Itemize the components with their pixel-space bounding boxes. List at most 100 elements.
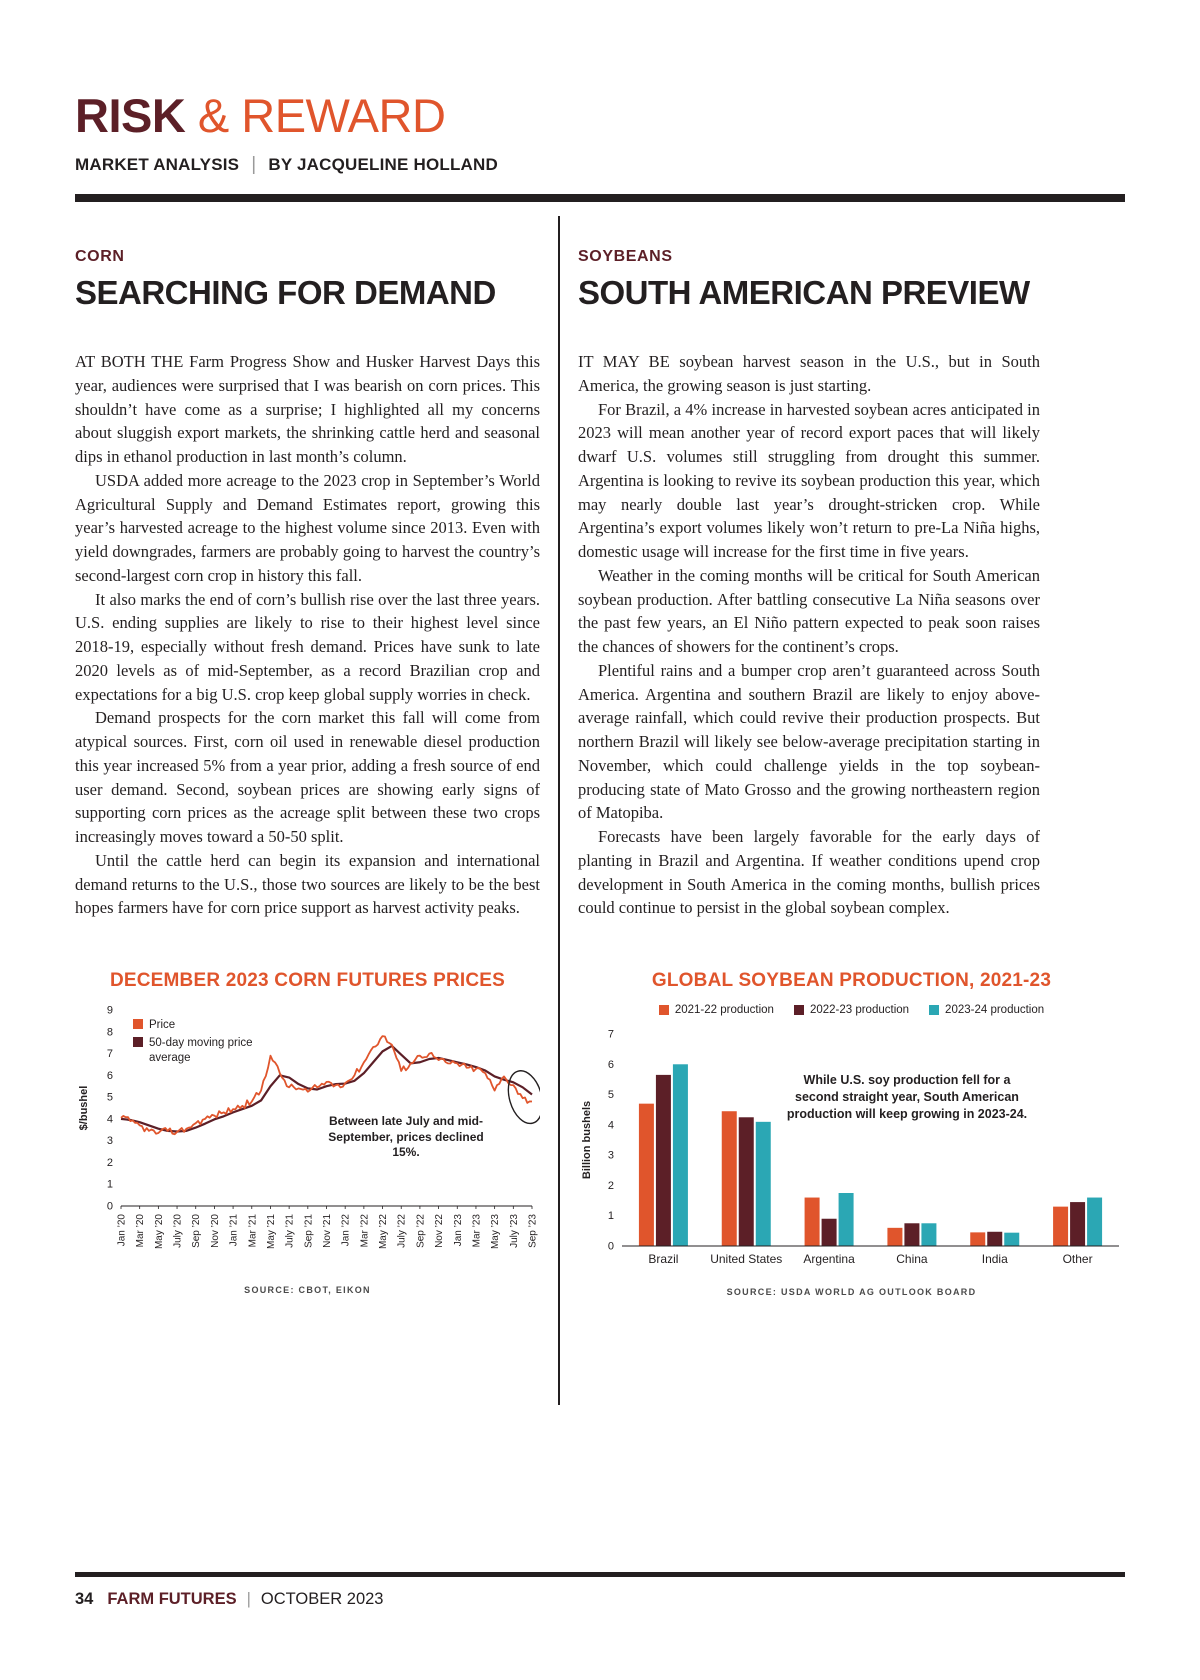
corn-paragraph: USDA added more acreage to the 2023 crop… [75,470,540,585]
x-tick-label: May ’21 [266,1214,277,1249]
bar [804,1197,820,1246]
bar-chart-legend: 2021-22 production 2022-23 production 20… [578,1004,1125,1020]
masthead: RISK & REWARD MARKET ANALYSIS | BY JACQU… [75,92,1125,202]
y-tick-label: 8 [107,1026,113,1038]
bar [1053,1206,1069,1246]
author-byline: BY JACQUELINE HOLLAND [268,155,498,174]
byline-row: MARKET ANALYSIS | BY JACQUELINE HOLLAND [75,154,1125,176]
y-tick-label: 6 [107,1070,113,1082]
x-tick-label: Mar ’20 [135,1214,146,1248]
category-label: Argentina [803,1252,855,1266]
soybeans-paragraph: IT MAY BE soybean harvest season in the … [578,352,1040,395]
soybeans-kicker: SOYBEANS [578,248,673,265]
content-area: CORN SEARCHING FOR DEMAND AT BOTH THE Fa… [75,216,1125,1405]
x-tick-label: Mar ’21 [247,1214,258,1248]
y-tick-label: 2 [107,1157,113,1169]
corn-chart-source: SOURCE: CBOT, EIKON [244,1285,371,1295]
y-tick-label: 1 [107,1179,113,1191]
page-title: RISK & REWARD [75,92,1125,139]
x-tick-label: Sep ’21 [303,1214,314,1248]
bar [755,1121,771,1246]
x-tick-label: Sep ’22 [415,1214,426,1248]
page-footer: 34 FARM FUTURES | OCTOBER 2023 [75,1572,1125,1609]
soybeans-paragraph: Forecasts have been largely favorable fo… [578,827,1040,918]
bar [838,1193,854,1246]
magazine-name: FARM FUTURES [107,1590,237,1608]
y-tick-label: 4 [107,1113,113,1125]
y-tick-label: 1 [608,1210,614,1222]
corn-paragraph: Until the cattle herd can begin its expa… [75,850,540,918]
legend-label-2023-24: 2023-24 production [945,1004,1045,1016]
y-axis-label: $/bushel [78,1086,90,1131]
bar [987,1231,1003,1246]
bar [638,1103,654,1246]
soybean-production-bar-chart: 0 1 2 3 4 5 6 7 Billion bushels Brazil United Stat… [581,1029,1119,1266]
x-tick-label: July ’21 [285,1214,296,1248]
x-tick-label: Nov ’21 [322,1214,333,1248]
soybeans-paragraph: For Brazil, a 4% increase in harvested s… [578,399,1040,562]
soybeans-body: IT MAY BE soybean harvest season in the … [578,350,1040,920]
bar [655,1074,671,1246]
legend-label-2022-23: 2022-23 production [809,1004,910,1016]
category-label: India [982,1252,1008,1266]
y-tick-label: 5 [608,1089,614,1101]
x-tick-label: Sep ’23 [528,1214,539,1248]
x-tick-label: Mar ’23 [471,1214,482,1248]
production-2023-24-swatch [929,1005,940,1015]
y-tick-label: 0 [107,1201,113,1213]
legend-item-2022-23: 2022-23 production [793,1004,910,1016]
legend-label-moving-average: 50-day moving price average [149,1037,253,1064]
byline-separator: | [251,154,257,175]
line-chart-annotation: Between late July and mid-September, pri… [328,1114,484,1160]
bar [1087,1197,1103,1246]
soybeans-paragraph: Weather in the coming months will be cri… [578,565,1040,656]
line-chart-legend: Price 50-day moving price average [133,1018,267,1069]
soybean-chart-area: 0 1 2 3 4 5 6 7 Billion bushels Brazil United Stat… [578,1024,1125,1281]
bar [970,1232,986,1246]
legend-item-moving-average: 50-day moving price average [133,1036,267,1065]
legend-item-price: Price [133,1018,267,1032]
y-tick-label: 6 [608,1059,614,1071]
bar [721,1111,737,1246]
category-label: China [896,1252,928,1266]
y-tick-label: 7 [107,1048,113,1060]
header-rule [75,194,1125,202]
y-axis-label: Billion bushels [581,1101,593,1179]
x-tick-label: July ’22 [397,1214,408,1248]
bar [738,1117,754,1246]
legend-item-2023-24: 2023-24 production [929,1004,1044,1016]
corn-headline: SEARCHING FOR DEMAND [75,274,496,311]
corn-futures-line-chart: 0 1 2 3 4 5 6 7 8 9 Jan ’20 Mar ’20 May ’20 July ’20 S… [78,1005,544,1249]
x-tick-label: July ’20 [173,1214,184,1248]
soybean-production-chart: GLOBAL SOYBEAN PRODUCTION, 2021-23 2021-… [578,970,1125,1297]
category-label: Other [1063,1252,1093,1266]
legend-label-price: Price [149,1019,176,1031]
footer-row: 34 FARM FUTURES | OCTOBER 2023 [75,1590,1125,1609]
y-tick-label: 2 [608,1180,614,1192]
x-tick-label: Nov ’22 [434,1214,445,1248]
x-tick-label: Jan ’21 [229,1214,240,1247]
bar-chart-annotation: While U.S. soy production fell for a sec… [786,1073,1028,1121]
production-2022-23-swatch [793,1005,804,1015]
x-tick-label: Jan ’22 [341,1214,352,1247]
column-divider [558,216,560,1405]
page-number: 34 [75,1590,94,1608]
x-tick-label: May ’22 [378,1214,389,1249]
y-tick-label: 3 [608,1150,614,1162]
price-line [120,1035,533,1136]
x-tick-label: Nov ’20 [210,1214,221,1248]
y-tick-label: 5 [107,1092,113,1104]
corn-chart-title: DECEMBER 2023 CORN FUTURES PRICES [109,970,506,991]
moving-average-swatch [133,1037,143,1048]
production-2021-22-swatch [658,1005,669,1015]
x-tick-label: Jan ’20 [117,1214,128,1247]
y-tick-label: 3 [107,1135,113,1147]
category-label: Brazil [648,1252,678,1266]
soybeans-article: SOYBEANS SOUTH AMERICAN PREVIEW IT MAY B… [578,248,1125,920]
section-kicker: MARKET ANALYSIS [75,155,240,174]
category-label: United States [710,1252,782,1266]
issue-date: OCTOBER 2023 [260,1590,384,1608]
title-secondary: & REWARD [197,89,446,142]
y-tick-label: 7 [608,1029,614,1041]
